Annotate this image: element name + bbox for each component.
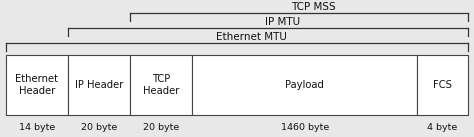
Bar bbox=[192, 55, 417, 115]
Text: 20 byte: 20 byte bbox=[81, 123, 117, 132]
Text: IP MTU: IP MTU bbox=[265, 17, 300, 27]
Text: 1460 byte: 1460 byte bbox=[281, 123, 329, 132]
Text: 4 byte: 4 byte bbox=[428, 123, 458, 132]
Text: TCP
Header: TCP Header bbox=[143, 74, 180, 96]
Bar bbox=[68, 55, 130, 115]
Text: 14 byte: 14 byte bbox=[18, 123, 55, 132]
Text: TCP MSS: TCP MSS bbox=[291, 2, 336, 12]
Bar bbox=[417, 55, 468, 115]
Text: Payload: Payload bbox=[285, 80, 324, 90]
Bar bbox=[6, 55, 68, 115]
Text: Ethernet
Header: Ethernet Header bbox=[15, 74, 58, 96]
Text: 20 byte: 20 byte bbox=[143, 123, 179, 132]
Bar bbox=[130, 55, 192, 115]
Text: FCS: FCS bbox=[433, 80, 452, 90]
Text: Ethernet MTU: Ethernet MTU bbox=[216, 32, 287, 42]
Text: IP Header: IP Header bbox=[75, 80, 123, 90]
